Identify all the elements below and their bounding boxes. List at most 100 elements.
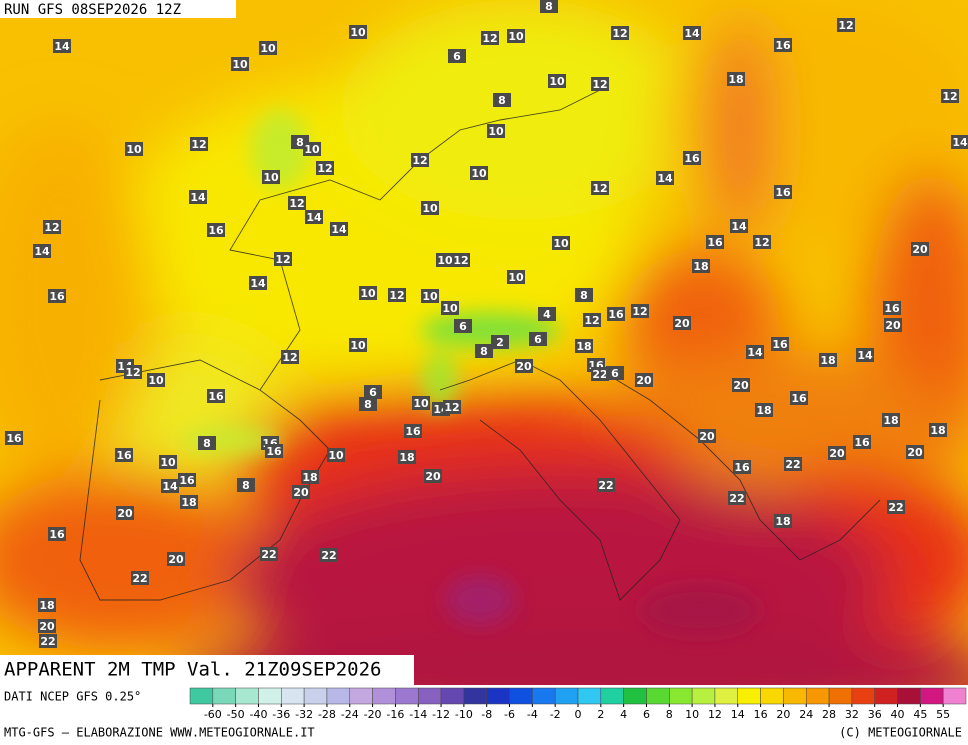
label-box bbox=[125, 142, 143, 156]
label-box bbox=[828, 446, 846, 460]
label-box bbox=[732, 378, 750, 392]
temperature-label: 10 bbox=[328, 449, 344, 462]
temperature-label: 6 bbox=[369, 386, 377, 399]
colorbar-label: 24 bbox=[799, 708, 813, 721]
label-box bbox=[274, 252, 292, 266]
temperature-label: 10 bbox=[260, 42, 276, 55]
colorbar-label: 6 bbox=[643, 708, 650, 721]
label-box bbox=[487, 124, 505, 138]
temperature-label: 10 bbox=[232, 58, 248, 71]
colorbar-label: 4 bbox=[620, 708, 627, 721]
colorbar-label: -4 bbox=[527, 708, 538, 721]
label-box bbox=[161, 479, 179, 493]
temperature-label: 22 bbox=[261, 548, 276, 561]
temperature-label: 6 bbox=[611, 367, 619, 380]
label-box bbox=[189, 190, 207, 204]
label-box bbox=[470, 166, 488, 180]
label-box bbox=[131, 571, 149, 585]
temperature-label: 16 bbox=[775, 39, 791, 52]
label-box bbox=[398, 450, 416, 464]
label-box bbox=[359, 397, 377, 411]
label-box bbox=[327, 448, 345, 462]
temperature-label: 12 bbox=[612, 27, 627, 40]
temperature-label: 12 bbox=[444, 401, 459, 414]
temperature-label: 12 bbox=[592, 78, 607, 91]
label-box bbox=[424, 469, 442, 483]
temperature-label: 12 bbox=[453, 254, 468, 267]
run-label: RUN GFS 08SEP2026 12Z bbox=[4, 2, 181, 18]
label-box bbox=[911, 242, 929, 256]
temperature-label: 10 bbox=[553, 237, 569, 250]
colorbar-label: -20 bbox=[364, 708, 382, 721]
label-box bbox=[147, 373, 165, 387]
temperature-label: 16 bbox=[6, 432, 22, 445]
colorbar-cell bbox=[942, 687, 967, 705]
temperature-label: 16 bbox=[405, 425, 421, 438]
label-box bbox=[515, 359, 533, 373]
temperature-label: 16 bbox=[208, 390, 224, 403]
temperature-label: 12 bbox=[584, 314, 599, 327]
label-box bbox=[48, 527, 66, 541]
colorbar-label: -10 bbox=[455, 708, 473, 721]
temperature-label: 10 bbox=[488, 125, 504, 138]
temperature-label: 12 bbox=[191, 138, 206, 151]
run-box bbox=[0, 0, 236, 18]
label-box bbox=[364, 385, 382, 399]
temperature-label: 6 bbox=[534, 333, 542, 346]
colorbar-label: 8 bbox=[666, 708, 673, 721]
label-box bbox=[853, 435, 871, 449]
label-box bbox=[349, 338, 367, 352]
colorbar-cell bbox=[532, 687, 556, 705]
temperature-label: 14 bbox=[952, 136, 968, 149]
label-box bbox=[746, 345, 764, 359]
label-box bbox=[583, 313, 601, 327]
label-box bbox=[38, 619, 56, 633]
colorbar-cell bbox=[303, 687, 328, 705]
temperature-label: 18 bbox=[775, 515, 790, 528]
label-box bbox=[784, 457, 802, 471]
label-box bbox=[635, 373, 653, 387]
label-box bbox=[692, 259, 710, 273]
label-box bbox=[159, 455, 177, 469]
temperature-label: 18 bbox=[883, 414, 898, 427]
temperature-label: 20 bbox=[293, 486, 309, 499]
label-box bbox=[611, 26, 629, 40]
colorbar-label: -28 bbox=[318, 708, 336, 721]
temperature-label: 20 bbox=[425, 470, 441, 483]
colorbar-label: -40 bbox=[249, 708, 267, 721]
label-box bbox=[591, 181, 609, 195]
label-box bbox=[906, 445, 924, 459]
temperature-label: 14 bbox=[190, 191, 206, 204]
temperature-label: 10 bbox=[350, 339, 366, 352]
colorbar-cell bbox=[212, 687, 236, 705]
label-box bbox=[198, 436, 216, 450]
colorbar-cell bbox=[372, 687, 396, 705]
credit-label: MTG-GFS — ELABORAZIONE WWW.METEOGIORNALE… bbox=[4, 726, 315, 740]
label-box bbox=[5, 431, 23, 445]
temperature-label: 14 bbox=[54, 40, 70, 53]
temperature-label: 14 bbox=[684, 27, 700, 40]
temperature-label: 10 bbox=[360, 287, 376, 300]
label-box bbox=[124, 365, 142, 379]
label-box bbox=[249, 276, 267, 290]
label-box bbox=[475, 344, 493, 358]
label-box bbox=[421, 201, 439, 215]
label-box bbox=[941, 89, 959, 103]
source-label: DATI NCEP GFS 0.25° bbox=[4, 690, 141, 704]
label-box bbox=[951, 135, 968, 149]
temperature-label: 18 bbox=[930, 424, 945, 437]
footer: DATI NCEP GFS 0.25° MTG-GFS — ELABORAZIO… bbox=[4, 687, 967, 740]
label-box bbox=[320, 548, 338, 562]
temperature-label: 16 bbox=[49, 290, 65, 303]
field-label: APPARENT 2M TMP Val. 21Z09SEP2026 bbox=[4, 659, 382, 681]
colorbar-cell bbox=[258, 687, 282, 705]
colorbar-cell bbox=[577, 687, 602, 705]
label-box bbox=[575, 288, 593, 302]
colorbar-cell bbox=[395, 687, 419, 705]
temperature-label: 10 bbox=[508, 271, 524, 284]
label-box bbox=[443, 400, 461, 414]
colorbar-label: 16 bbox=[754, 708, 768, 721]
temperature-label: 12 bbox=[412, 154, 427, 167]
label-box bbox=[591, 367, 609, 381]
